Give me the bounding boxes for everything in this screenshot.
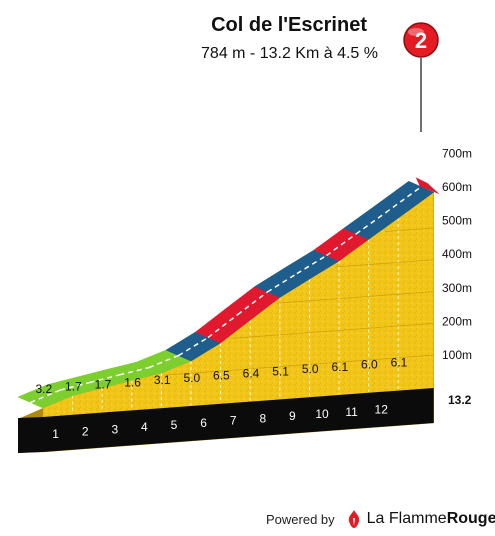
km-label: 5 [171,418,178,432]
road-centerline [178,336,209,357]
gradient-label: 1.7 [95,378,112,392]
altitude-tick-label: 400m [442,247,472,261]
altitude-tick-label: 600m [442,180,472,194]
gradient-label: 1.6 [124,375,141,389]
altitude-tick-label: 700m [442,146,472,160]
gradient-label: 3.2 [35,382,52,396]
road-centerline [207,314,239,339]
km-label: 2 [82,425,89,439]
gradient-label: 6.0 [361,358,378,372]
gradient-label: 6.1 [331,360,348,374]
road-centerline [385,186,422,214]
km-label: 8 [259,411,266,425]
climb-number: 2 [415,28,427,53]
road-centerline [266,272,298,293]
road-centerline [355,212,387,235]
gradient-label: 6.1 [391,356,408,370]
altitude-tick-label: 500m [442,214,472,228]
powered-by-label: Powered by [266,511,335,527]
altitude-tick-label: 100m [442,348,472,362]
altitude-tick-label: 300m [442,281,472,295]
km-label: 9 [289,409,296,423]
gradient-label: 1.7 [65,380,82,394]
km-label: 12 [375,403,389,417]
km-label: 1 [52,427,59,441]
km-label: 6 [200,416,207,430]
gradient-label: 5.0 [183,371,200,385]
altitude-tick-label: 200m [442,314,472,328]
brand-name: La FlammeRouge [367,510,495,528]
road-centerline [237,291,268,316]
gradient-label: 5.0 [302,362,319,376]
gradient-label: 6.4 [243,367,260,381]
road-centerline [296,254,327,275]
climb-summary: 784 m - 13.2 Km à 4.5 % [201,45,378,62]
km-label: 10 [315,407,329,421]
footer: Powered by La FlammeRouge [266,510,495,528]
km-label: 4 [141,420,148,434]
gradient-label: 6.5 [213,369,230,383]
km-label-end: 13.2 [448,393,472,407]
climb-marker-badge [403,22,439,58]
brand-bold: Rouge [446,510,495,527]
summit-cap [415,177,440,195]
marker-highlight [408,28,424,36]
flame-logo-icon [348,510,359,528]
road-centerline [326,233,357,257]
km-label: 3 [111,422,118,436]
km-label: 11 [345,405,358,419]
km-label: 7 [230,414,237,428]
gradient-label: 3.1 [154,373,171,387]
brand-regular: La Flamme [366,510,447,527]
distance-base-band [18,387,434,453]
gradient-label: 5.1 [272,364,289,378]
climb-title: Col de l'Escrinet [211,14,367,36]
